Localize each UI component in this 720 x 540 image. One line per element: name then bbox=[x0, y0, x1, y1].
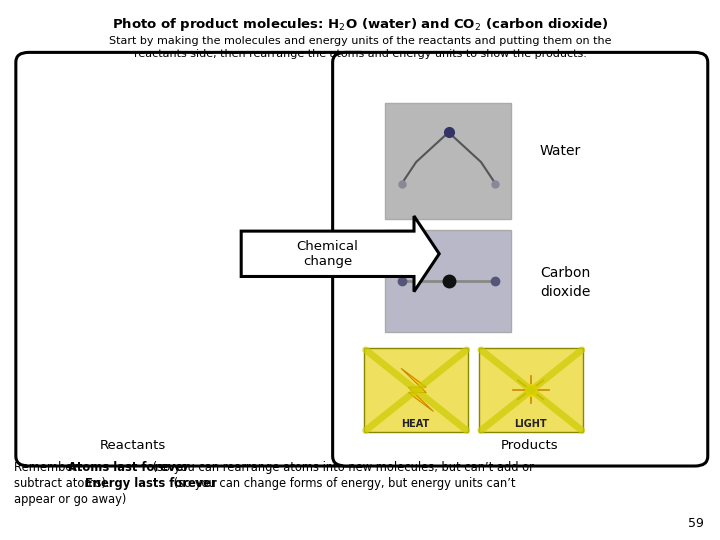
FancyBboxPatch shape bbox=[333, 52, 708, 466]
Text: reactants side, then rearrange the atoms and energy units to show the products.: reactants side, then rearrange the atoms… bbox=[134, 49, 586, 59]
Text: Products: Products bbox=[500, 439, 558, 452]
Text: Water: Water bbox=[540, 144, 581, 158]
Text: 59: 59 bbox=[688, 517, 704, 530]
Text: appear or go away): appear or go away) bbox=[14, 493, 127, 506]
Text: subtract atoms).: subtract atoms). bbox=[14, 477, 114, 490]
Text: HEAT: HEAT bbox=[401, 419, 430, 429]
Text: Atoms last forever: Atoms last forever bbox=[68, 461, 189, 474]
FancyBboxPatch shape bbox=[385, 230, 511, 332]
FancyBboxPatch shape bbox=[16, 52, 373, 466]
Text: (so you can change forms of energy, but energy units can’t: (so you can change forms of energy, but … bbox=[170, 477, 516, 490]
Text: Photo of product molecules: H$_2$O (water) and CO$_2$ (carbon dioxide): Photo of product molecules: H$_2$O (wate… bbox=[112, 16, 608, 33]
Text: (so you can rearrange atoms into new molecules, but can’t add or: (so you can rearrange atoms into new mol… bbox=[149, 461, 534, 474]
FancyBboxPatch shape bbox=[479, 348, 583, 432]
Text: Energy lasts forever: Energy lasts forever bbox=[85, 477, 217, 490]
Text: LIGHT: LIGHT bbox=[514, 419, 547, 429]
Polygon shape bbox=[401, 368, 433, 411]
Text: Reactants: Reactants bbox=[100, 439, 166, 452]
Text: dioxide: dioxide bbox=[540, 285, 590, 299]
Text: Carbon: Carbon bbox=[540, 266, 590, 280]
FancyBboxPatch shape bbox=[385, 103, 511, 219]
Text: Chemical
change: Chemical change bbox=[297, 240, 359, 268]
Text: Remember:: Remember: bbox=[14, 461, 85, 474]
Polygon shape bbox=[241, 216, 439, 292]
Text: Start by making the molecules and energy units of the reactants and putting them: Start by making the molecules and energy… bbox=[109, 36, 611, 45]
FancyBboxPatch shape bbox=[364, 348, 468, 432]
